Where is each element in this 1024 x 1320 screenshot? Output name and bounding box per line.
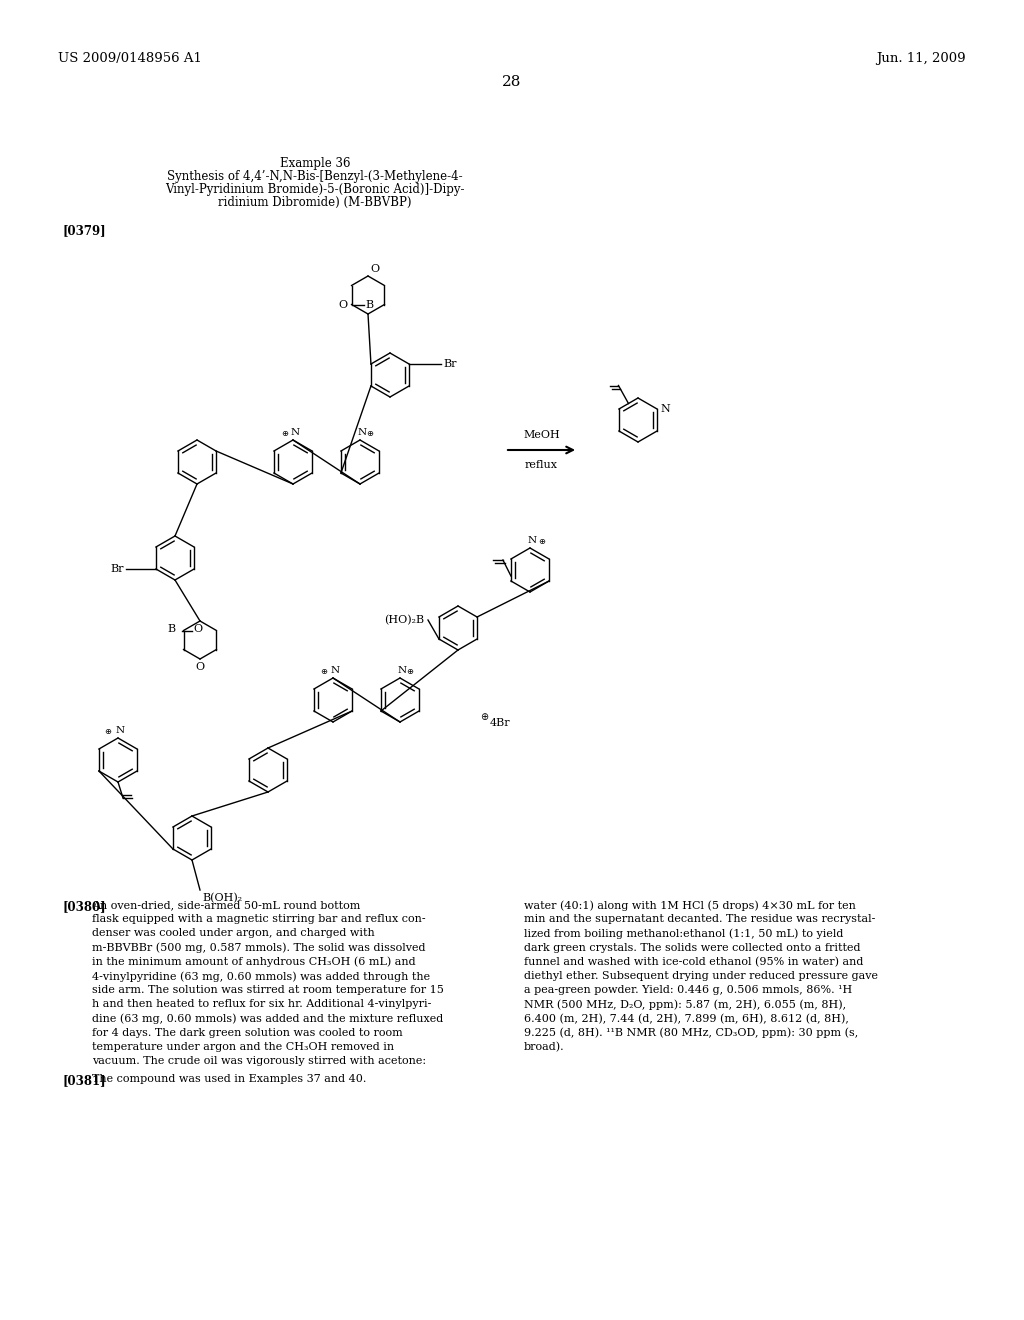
- Text: An oven-dried, side-armed 50-mL round bottom: An oven-dried, side-armed 50-mL round bo…: [92, 900, 360, 909]
- Text: dine (63 mg, 0.60 mmols) was added and the mixture refluxed: dine (63 mg, 0.60 mmols) was added and t…: [92, 1014, 443, 1024]
- Text: N: N: [357, 428, 367, 437]
- Text: 9.225 (d, 8H). ¹¹B NMR (80 MHz, CD₃OD, ppm): 30 ppm (s,: 9.225 (d, 8H). ¹¹B NMR (80 MHz, CD₃OD, p…: [524, 1028, 858, 1039]
- Text: N: N: [331, 667, 340, 675]
- Text: a pea-green powder. Yield: 0.446 g, 0.506 mmols, 86%. ¹H: a pea-green powder. Yield: 0.446 g, 0.50…: [524, 985, 852, 995]
- Text: ridinium Dibromide) (M-BBVBP): ridinium Dibromide) (M-BBVBP): [218, 195, 412, 209]
- Text: Example 36: Example 36: [280, 157, 350, 170]
- Text: Vinyl-Pyridinium Bromide)-5-(Boronic Acid)]-Dipy-: Vinyl-Pyridinium Bromide)-5-(Boronic Aci…: [165, 183, 465, 195]
- Text: ⊕: ⊕: [104, 727, 112, 737]
- Text: N: N: [397, 667, 407, 675]
- Text: temperature under argon and the CH₃OH removed in: temperature under argon and the CH₃OH re…: [92, 1041, 394, 1052]
- Text: min and the supernatant decanted. The residue was recrystal-: min and the supernatant decanted. The re…: [524, 915, 876, 924]
- Text: [0379]: [0379]: [62, 224, 105, 238]
- Text: O: O: [370, 264, 379, 275]
- Text: for 4 days. The dark green solution was cooled to room: for 4 days. The dark green solution was …: [92, 1028, 402, 1038]
- Text: O: O: [338, 300, 347, 309]
- Text: broad).: broad).: [524, 1041, 564, 1052]
- Text: ⊕: ⊕: [282, 429, 289, 438]
- Text: (HO)₂B: (HO)₂B: [384, 615, 424, 626]
- Text: h and then heated to reflux for six hr. Additional 4-vinylpyri-: h and then heated to reflux for six hr. …: [92, 999, 431, 1010]
- Text: m-BBVBBr (500 mg, 0.587 mmols). The solid was dissolved: m-BBVBBr (500 mg, 0.587 mmols). The soli…: [92, 942, 426, 953]
- Text: B: B: [366, 300, 374, 309]
- Text: in the minimum amount of anhydrous CH₃OH (6 mL) and: in the minimum amount of anhydrous CH₃OH…: [92, 957, 416, 968]
- Text: ⊕: ⊕: [407, 667, 414, 676]
- Text: N: N: [527, 536, 537, 545]
- Text: O: O: [196, 663, 205, 672]
- Text: MeOH: MeOH: [523, 430, 560, 440]
- Text: denser was cooled under argon, and charged with: denser was cooled under argon, and charg…: [92, 928, 375, 939]
- Text: N: N: [660, 404, 670, 414]
- Text: B: B: [167, 623, 175, 634]
- Text: The compound was used in Examples 37 and 40.: The compound was used in Examples 37 and…: [92, 1074, 367, 1085]
- Text: US 2009/0148956 A1: US 2009/0148956 A1: [58, 51, 202, 65]
- Text: flask equipped with a magnetic stirring bar and reflux con-: flask equipped with a magnetic stirring …: [92, 915, 426, 924]
- Text: funnel and washed with ice-cold ethanol (95% in water) and: funnel and washed with ice-cold ethanol …: [524, 957, 863, 968]
- Text: ⊕: ⊕: [539, 537, 546, 546]
- Text: Synthesis of 4,4’-N,N-Bis-[Benzyl-(3-Methylene-4-: Synthesis of 4,4’-N,N-Bis-[Benzyl-(3-Met…: [167, 170, 463, 183]
- Text: diethyl ether. Subsequent drying under reduced pressure gave: diethyl ether. Subsequent drying under r…: [524, 972, 878, 981]
- Text: reflux: reflux: [525, 459, 558, 470]
- Text: [0381]: [0381]: [62, 1074, 105, 1088]
- Text: Jun. 11, 2009: Jun. 11, 2009: [877, 51, 966, 65]
- Text: vacuum. The crude oil was vigorously stirred with acetone:: vacuum. The crude oil was vigorously sti…: [92, 1056, 426, 1067]
- Text: Br: Br: [443, 359, 457, 370]
- Text: N: N: [291, 428, 300, 437]
- Text: dark green crystals. The solids were collected onto a fritted: dark green crystals. The solids were col…: [524, 942, 860, 953]
- Text: 4-vinylpyridine (63 mg, 0.60 mmols) was added through the: 4-vinylpyridine (63 mg, 0.60 mmols) was …: [92, 972, 430, 982]
- Text: ⊕: ⊕: [367, 429, 374, 438]
- Text: NMR (500 MHz, D₂O, ppm): 5.87 (m, 2H), 6.055 (m, 8H),: NMR (500 MHz, D₂O, ppm): 5.87 (m, 2H), 6…: [524, 999, 846, 1010]
- Text: 4Br: 4Br: [490, 718, 511, 729]
- Text: N: N: [116, 726, 125, 735]
- Text: Br: Br: [111, 564, 124, 574]
- Text: ⊕: ⊕: [480, 711, 488, 722]
- Text: O: O: [194, 623, 203, 634]
- Text: 6.400 (m, 2H), 7.44 (d, 2H), 7.899 (m, 6H), 8.612 (d, 8H),: 6.400 (m, 2H), 7.44 (d, 2H), 7.899 (m, 6…: [524, 1014, 849, 1024]
- Text: 28: 28: [503, 75, 521, 88]
- Text: ⊕: ⊕: [321, 667, 328, 676]
- Text: B(OH)₂: B(OH)₂: [202, 894, 242, 903]
- Text: lized from boiling methanol:ethanol (1:1, 50 mL) to yield: lized from boiling methanol:ethanol (1:1…: [524, 928, 844, 939]
- Text: side arm. The solution was stirred at room temperature for 15: side arm. The solution was stirred at ro…: [92, 985, 443, 995]
- Text: [0380]: [0380]: [62, 900, 105, 913]
- Text: water (40:1) along with 1M HCl (5 drops) 4×30 mL for ten: water (40:1) along with 1M HCl (5 drops)…: [524, 900, 856, 911]
